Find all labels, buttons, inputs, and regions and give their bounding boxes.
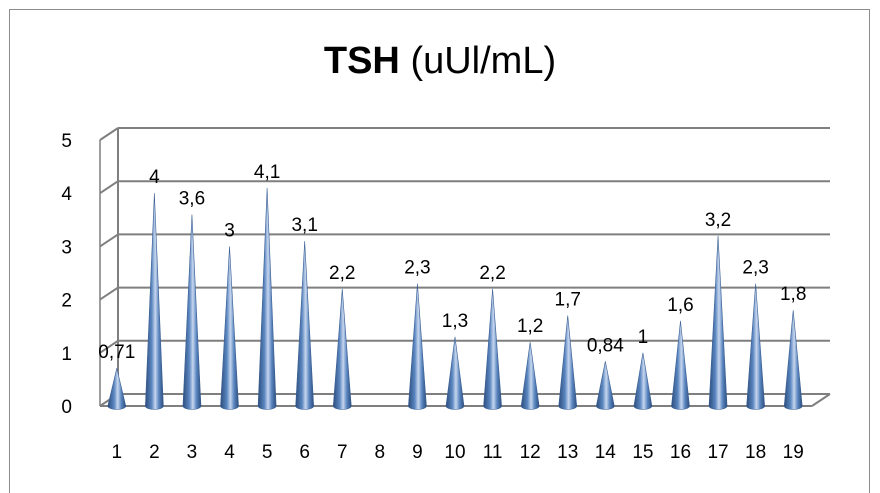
data-label: 2,2: [479, 263, 505, 284]
x-tick-label: 10: [444, 442, 465, 463]
cone-bar: [671, 320, 690, 410]
chart-title-bold: TSH: [323, 40, 400, 82]
gridline-depth: [99, 339, 119, 354]
x-tick-label: 5: [262, 442, 273, 463]
x-tick-label: 6: [299, 442, 310, 463]
cone-bar: [257, 187, 277, 410]
cone-bar: [633, 352, 653, 410]
y-tick-label: 1: [61, 344, 72, 365]
data-labels: 0,71 4 3,6 3 4,1 3,1 2,2 2,3 1,3 2,2 1,2 1,7 0,84 1 1,…: [98, 162, 806, 363]
x-tick-label: 9: [412, 442, 423, 463]
data-label: 2,3: [404, 258, 430, 279]
y-tick-label: 5: [61, 131, 72, 152]
x-tick-label: 1: [112, 442, 123, 463]
cone-bar: [746, 283, 765, 410]
cone-series: [107, 187, 803, 410]
cone-bar: [408, 283, 427, 410]
data-label: 3,6: [179, 188, 205, 209]
x-tick-label: 4: [224, 442, 235, 463]
data-label: 1,3: [442, 311, 468, 332]
cone-bar: [558, 315, 578, 410]
x-tick-label: 17: [707, 442, 728, 463]
data-label: 1,8: [780, 284, 806, 305]
cone-bar: [182, 214, 202, 410]
y-tick-label: 0: [61, 397, 72, 418]
data-label: 4,1: [254, 162, 280, 183]
data-label: 3,1: [291, 215, 317, 236]
chart-title: TSH (uUl/mL): [0, 42, 880, 80]
cone-bar: [708, 235, 728, 410]
data-label: 1,7: [555, 290, 581, 311]
cone-bar: [145, 193, 164, 410]
cone-bar: [220, 246, 239, 410]
cone-bar: [332, 288, 352, 410]
gridline-depth: [99, 286, 119, 301]
cone-bar: [295, 241, 314, 410]
data-label: 3: [224, 220, 235, 241]
cone-bar: [520, 342, 540, 410]
y-tick-label: 3: [61, 237, 72, 258]
data-label: 0,71: [98, 342, 135, 363]
data-label: 2,2: [329, 263, 355, 284]
data-label: 0,84: [587, 335, 624, 356]
x-tick-label: 12: [520, 442, 541, 463]
cone-bar: [783, 310, 803, 410]
gridline-depth: [99, 127, 119, 141]
floor-edge: [811, 393, 831, 407]
data-label: 1,2: [517, 316, 543, 337]
gridline-depth: [99, 233, 119, 248]
x-tick-label: 18: [745, 442, 766, 463]
x-tick-label: 3: [187, 442, 198, 463]
x-tick-label: 2: [149, 442, 160, 463]
data-label: 4: [149, 167, 160, 188]
x-tick-label: 19: [783, 442, 804, 463]
cone-bar: [483, 288, 502, 410]
x-tick-label: 15: [632, 442, 653, 463]
y-tick-label: 2: [61, 291, 72, 312]
cone-bar: [445, 336, 465, 410]
y-tick-label: 4: [61, 184, 72, 205]
chart-title-unit: (uUl/mL): [410, 40, 557, 82]
data-label: 1: [638, 327, 649, 348]
data-label: 2,3: [742, 258, 768, 279]
gridline-depth: [99, 180, 119, 195]
x-tick-label: 8: [375, 442, 386, 463]
data-label: 1,6: [667, 295, 693, 316]
x-tick-label: 7: [337, 442, 348, 463]
x-tick-label: 16: [670, 442, 691, 463]
cone-bar: [596, 361, 615, 410]
x-tick-label: 13: [557, 442, 578, 463]
x-tick-label: 14: [595, 442, 617, 463]
data-label: 3,2: [705, 210, 731, 231]
cone-bar: [107, 368, 127, 410]
x-tick-label: 11: [483, 442, 503, 463]
